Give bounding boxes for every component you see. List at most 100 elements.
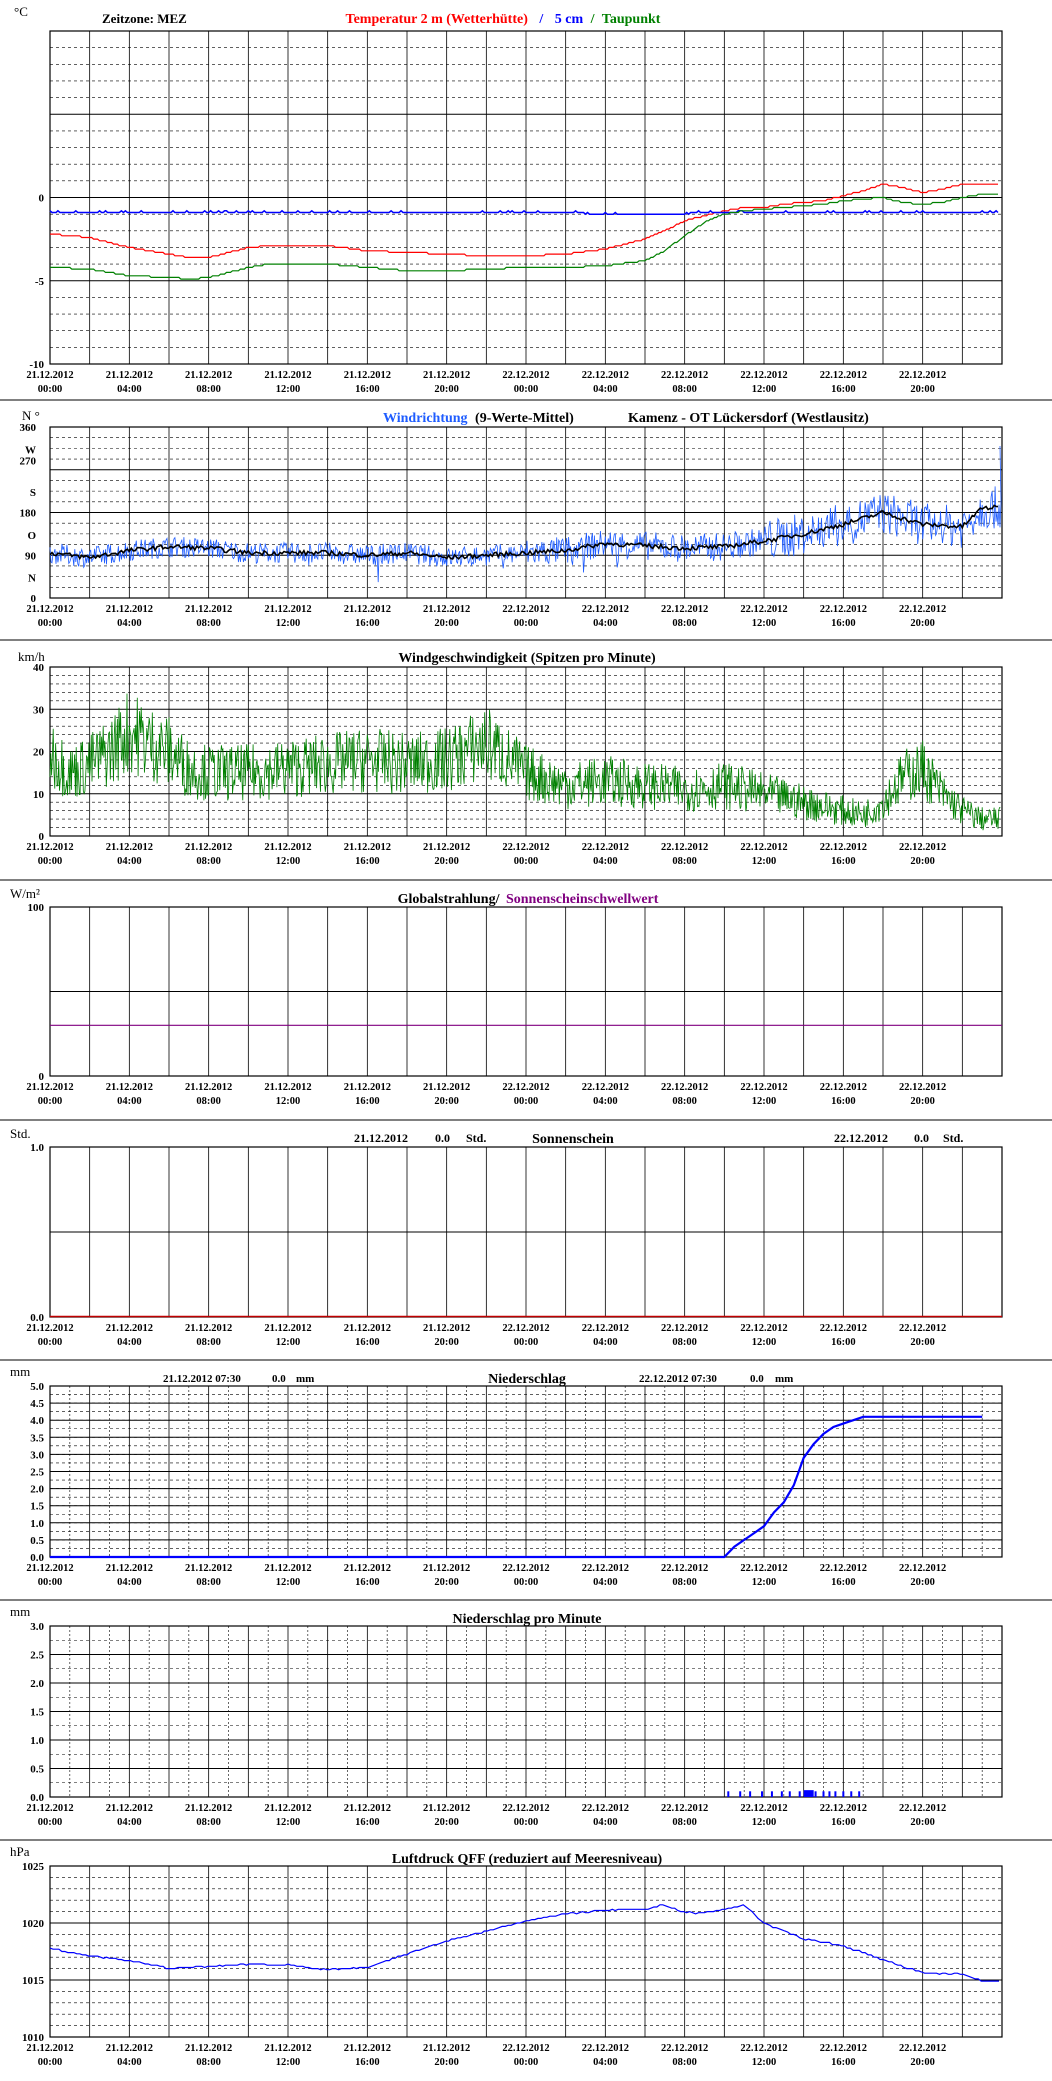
timezone-label: Zeitzone: MEZ [102,11,187,26]
precip-day1-unit: mm [296,1373,314,1385]
temp-title: Temperatur 2 m (Wetterhütte) / 5 cm / Ta… [346,12,661,27]
y-tick-label: 3.0 [30,1449,44,1461]
x-tick-label: 22.12.2012 08:00 [661,2043,708,2068]
x-tick-label: 21.12.2012 16:00 [344,842,391,867]
x-tick-label: 21.12.2012 04:00 [106,842,153,867]
y-tick-label: W [25,444,36,456]
x-tick-label: 21.12.2012 20:00 [423,370,470,395]
x-tick-label: 21.12.2012 20:00 [423,1563,470,1588]
y-tick-label: 3.0 [30,1621,44,1633]
x-tick-label: 22.12.2012 08:00 [661,1323,708,1348]
x-tick-label: 21.12.2012 20:00 [423,1082,470,1107]
temp-title-temp: Temperatur 2 m (Wetterhütte) [346,12,529,27]
y-tick-label: 1.5 [30,1707,44,1719]
winddir-raw-line [49,445,1002,583]
x-tick-label: 22.12.2012 20:00 [899,1323,946,1348]
pressure-unit: hPa [10,1844,30,1859]
y-tick-label: 1025 [22,1861,45,1873]
x-tick-label: 21.12.2012 20:00 [423,604,470,629]
x-tick-label: 22.12.2012 16:00 [820,1563,867,1588]
x-tick-label: 21.12.2012 00:00 [26,842,73,867]
x-tick-label: 21.12.2012 04:00 [106,1082,153,1107]
winddir-title-dir: Windrichtung [383,411,468,426]
precip-minute-bar [842,1791,845,1797]
x-tick-label: 21.12.2012 20:00 [423,842,470,867]
x-tick-label: 22.12.2012 04:00 [582,370,629,395]
sun-unit: Std. [10,1126,31,1141]
x-tick-label: 21.12.2012 12:00 [264,1563,311,1588]
x-tick-label: 21.12.2012 20:00 [423,2043,470,2068]
precip-minute-bar [788,1791,791,1797]
x-tick-label: 22.12.2012 08:00 [661,1563,708,1588]
x-tick-label: 22.12.2012 00:00 [502,604,549,629]
x-tick-label: 21.12.2012 04:00 [106,1563,153,1588]
pressure-title: Luftdruck QFF (reduziert auf Meeresnivea… [392,1852,663,1867]
precipmin-unit: mm [10,1604,30,1619]
x-tick-label: 22.12.2012 16:00 [820,604,867,629]
precip-day2-unit: mm [775,1373,793,1385]
x-tick-label: 21.12.2012 16:00 [344,1563,391,1588]
sun-day2-unit: Std. [943,1131,963,1145]
precip-minute-bar [761,1791,764,1797]
x-tick-label: 21.12.2012 12:00 [264,370,311,395]
station-label: Kamenz - OT Lückersdorf (Westlausitz) [628,411,869,426]
plot-frame [49,666,1003,837]
y-tick-label: 1010 [22,2032,45,2044]
x-tick-label: 22.12.2012 20:00 [899,842,946,867]
y-tick-label: 2.5 [30,1467,44,1479]
x-tick-label: 21.12.2012 04:00 [106,2043,153,2068]
precip-minute-bar [822,1791,825,1797]
winddir-title: Windrichtung (9-Werte-Mittel) [383,411,574,426]
precip-minute-bar [739,1791,742,1797]
x-tick-label: 22.12.2012 16:00 [820,842,867,867]
windspeed-plot: 21.12.2012 00:00 21.12.2012 04:00 21.12.2012… [26,662,1003,867]
wind-title: Windgeschwindigkeit (Spitzen pro Minute) [398,651,656,666]
precip-minute-bar [780,1791,783,1797]
y-tick-label: 2.5 [30,1650,44,1662]
y-tick-label: 4.5 [30,1398,44,1410]
x-tick-label: 22.12.2012 16:00 [820,370,867,395]
x-tick-label: 22.12.2012 00:00 [502,370,549,395]
radiation-unit: W/m² [10,886,40,901]
temp-line [50,183,998,258]
y-tick-label: 40 [33,662,45,674]
soil-temp-line [49,209,999,216]
x-tick-label: 21.12.2012 08:00 [185,370,232,395]
radiation-title-b: Sonnenscheinschwellwert [506,892,659,907]
x-tick-label: 22.12.2012 08:00 [661,842,708,867]
x-tick-label: 21.12.2012 16:00 [344,604,391,629]
plot-frame [49,1625,1003,1798]
precip-minute-bar [770,1791,773,1797]
pressure-plot: 21.12.2012 00:00 21.12.2012 04:00 21.12.2012… [22,1861,1003,2068]
sun-day2-value: 0.0 [914,1131,929,1145]
windspeed-line [49,693,1001,831]
x-tick-label: 22.12.2012 12:00 [740,1803,787,1828]
x-tick-label: 22.12.2012 00:00 [502,842,549,867]
y-tick-label: 0.0 [30,1312,44,1324]
y-tick-label: 0 [39,193,45,205]
precip-unit: mm [10,1364,30,1379]
x-tick-label: 22.12.2012 12:00 [740,1323,787,1348]
x-tick-label: 21.12.2012 04:00 [106,370,153,395]
x-tick-label: 21.12.2012 12:00 [264,842,311,867]
x-tick-label: 21.12.2012 16:00 [344,1082,391,1107]
x-tick-label: 22.12.2012 16:00 [820,2043,867,2068]
x-tick-label: 21.12.2012 16:00 [344,370,391,395]
x-tick-label: 21.12.2012 00:00 [26,1563,73,1588]
sun-day1-value: 0.0 [435,1131,450,1145]
precip-minute-bar [749,1791,752,1797]
x-tick-label: 21.12.2012 08:00 [185,842,232,867]
y-tick-label: 360 [20,422,37,434]
x-tick-label: 22.12.2012 00:00 [502,2043,549,2068]
y-tick-label: 0 [31,593,37,605]
x-tick-label: 22.12.2012 00:00 [502,1082,549,1107]
y-tick-label: -10 [29,359,44,371]
x-tick-label: 22.12.2012 20:00 [899,1563,946,1588]
wind-unit: km/h [18,649,45,664]
y-tick-label: 0 [39,831,45,843]
y-tick-label: 180 [20,508,37,520]
sunshine-plot: 21.12.2012 00:00 21.12.2012 04:00 21.12.2012… [26,1142,1003,1348]
winddir-mean-line [49,504,999,561]
x-tick-label: 21.12.2012 16:00 [344,2043,391,2068]
x-tick-label: 22.12.2012 04:00 [582,604,629,629]
